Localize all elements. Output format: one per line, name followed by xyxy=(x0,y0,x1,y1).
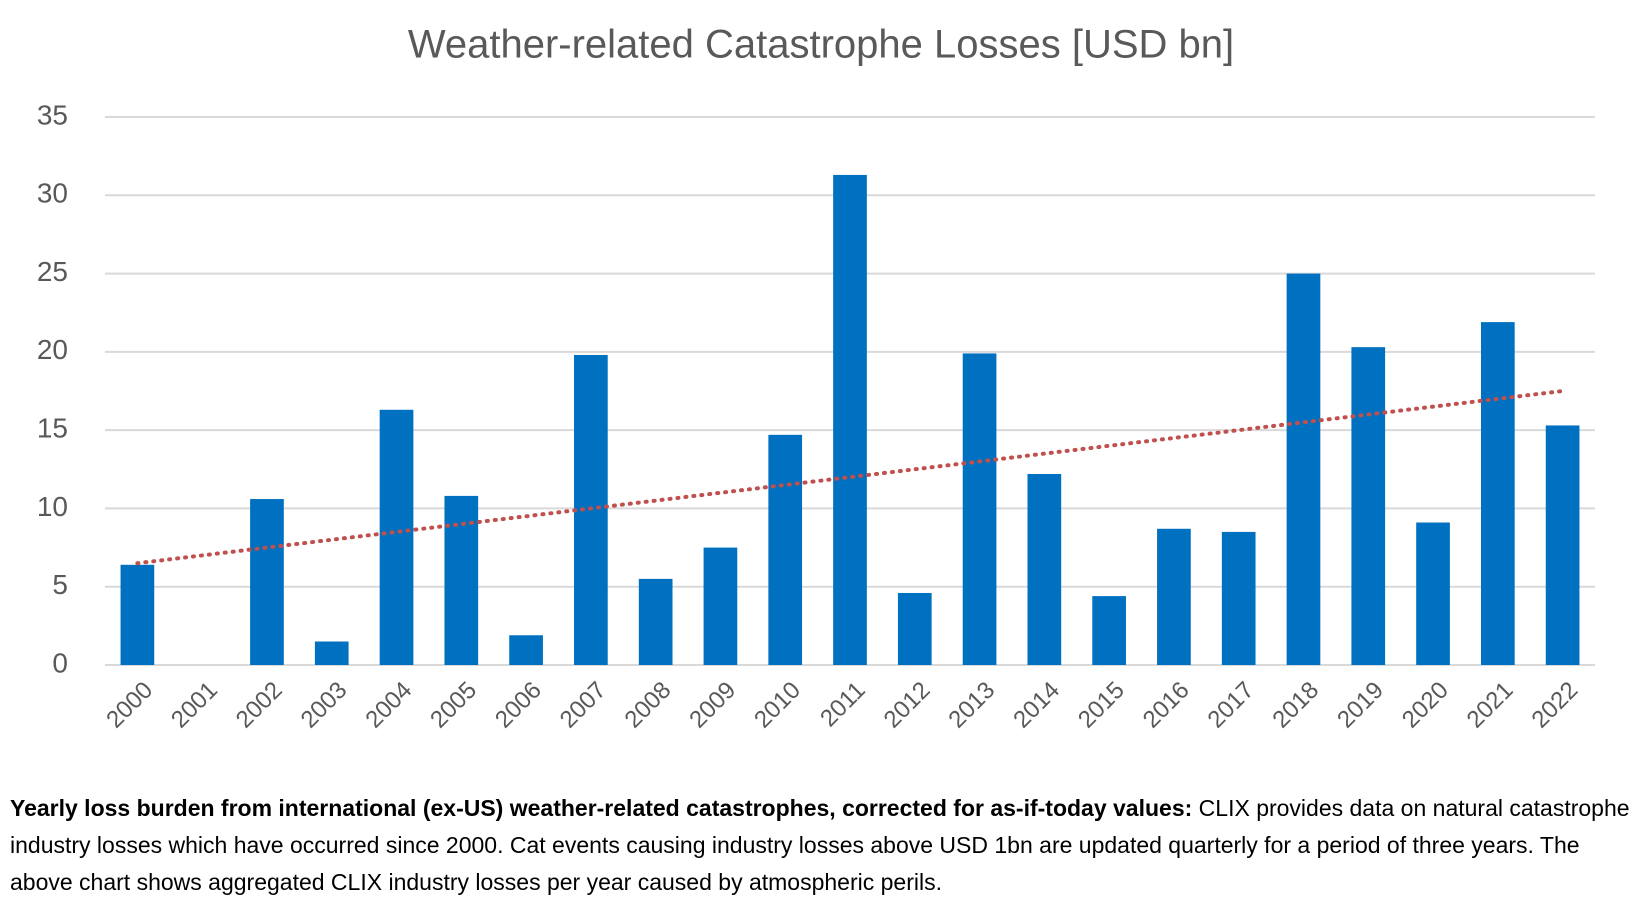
y-tick-label: 15 xyxy=(37,413,68,444)
chart-title: Weather-related Catastrophe Losses [USD … xyxy=(408,23,1234,67)
bar xyxy=(833,174,867,665)
x-tick-label: 2016 xyxy=(1138,677,1195,734)
x-tick-label: 2007 xyxy=(555,677,612,734)
y-tick-label: 0 xyxy=(52,647,68,678)
bar xyxy=(1157,528,1191,665)
x-tick-label: 2010 xyxy=(749,677,806,734)
x-tick-label: 2021 xyxy=(1462,677,1519,734)
x-tick-label: 2003 xyxy=(296,677,353,734)
bar xyxy=(1092,596,1126,665)
caption: Yearly loss burden from international (e… xyxy=(10,790,1638,901)
y-tick-label: 10 xyxy=(37,491,68,522)
bar xyxy=(1027,473,1062,665)
chart: Weather-related Catastrophe Losses [USD … xyxy=(37,23,1595,734)
y-tick-label: 35 xyxy=(37,99,68,130)
x-tick-label: 2015 xyxy=(1073,677,1130,734)
bar xyxy=(638,578,673,665)
bar xyxy=(314,641,349,665)
x-tick-label: 2017 xyxy=(1203,677,1260,734)
bar xyxy=(897,592,932,665)
x-tick-label: 2022 xyxy=(1526,677,1583,734)
x-tick-label: 2000 xyxy=(101,677,158,734)
x-tick-label: 2018 xyxy=(1267,677,1324,734)
bar xyxy=(120,564,155,665)
bar xyxy=(250,499,284,665)
bar xyxy=(962,353,997,665)
x-tick-label: 2011 xyxy=(815,677,871,733)
x-tick-label: 2004 xyxy=(360,677,417,734)
x-tick-label: 2006 xyxy=(490,677,547,734)
bar xyxy=(768,434,803,665)
trendline xyxy=(135,389,1565,566)
bar xyxy=(1480,322,1515,665)
x-tick-label: 2005 xyxy=(425,677,482,734)
x-tick-label: 2019 xyxy=(1332,677,1389,734)
bar xyxy=(1351,347,1386,665)
x-tick-label: 2008 xyxy=(620,677,677,734)
bar xyxy=(1545,425,1580,665)
bar xyxy=(1286,273,1321,665)
x-tick-label: 2013 xyxy=(943,677,1000,734)
x-tick-label: 2014 xyxy=(1008,677,1065,734)
bar xyxy=(379,409,414,665)
bar xyxy=(703,547,738,665)
y-tick-label: 20 xyxy=(37,334,68,365)
x-tick-label: 2020 xyxy=(1397,677,1454,734)
y-tick-label: 5 xyxy=(52,569,68,600)
x-tick-label: 2012 xyxy=(879,677,936,734)
y-tick-label: 30 xyxy=(37,178,68,209)
bar xyxy=(1416,522,1450,665)
caption-text: CLIX provides data on natural catastroph… xyxy=(10,795,1630,895)
y-tick-label: 25 xyxy=(37,256,68,287)
bar xyxy=(1221,531,1256,665)
x-tick-label: 2002 xyxy=(231,677,288,734)
bar xyxy=(509,635,543,665)
x-tick-label: 2001 xyxy=(166,677,223,734)
caption-bold: Yearly loss burden from international (e… xyxy=(10,795,1193,821)
x-tick-label: 2009 xyxy=(684,677,741,734)
